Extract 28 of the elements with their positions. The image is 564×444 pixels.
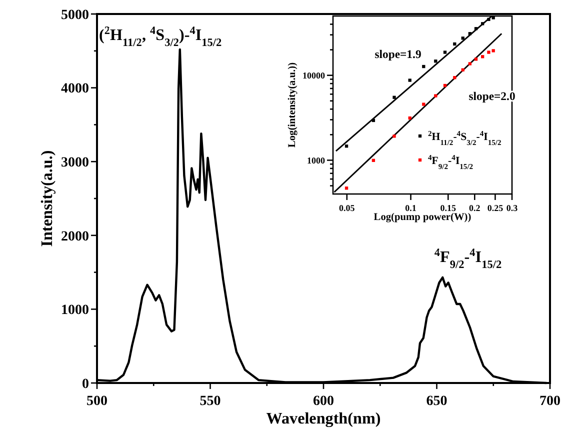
y-tick-label: 0: [82, 376, 89, 392]
x-tick-label: 0.3: [506, 203, 518, 213]
x-tick-label: 550: [200, 394, 221, 409]
y-tick-label: 1000: [61, 303, 89, 318]
x-tick-label: 600: [313, 394, 334, 409]
text: ($^{2}$H$_{11/2}$, $^{4}$S$_{3/2}$)-$^{4}$I$_{15/2}$: [99, 25, 222, 49]
x-axis-title: Wavelength(nm): [266, 410, 381, 428]
x-tick-label: 0.2: [469, 203, 481, 213]
y-tick-label: 10000: [302, 70, 326, 80]
x-tick-label: 0.15: [440, 203, 457, 213]
y-tick-label: 5000: [61, 8, 89, 23]
y-tick-label: 1000: [307, 155, 326, 166]
legend-label: $^{4}$F$_{9/2}$-$^{4}$I$_{15/2}$: [428, 152, 474, 170]
y-tick-label: 2000: [61, 229, 89, 244]
x-axis-title: Log(pump power(W)): [374, 212, 472, 224]
x-tick-label: 0.1: [405, 203, 417, 213]
y-axis-title: Intensity(a.u.): [39, 150, 56, 247]
annotation: $^{4}$F$_{9/2}$-$^{4}$I$_{15/2}$: [434, 247, 502, 271]
annotation: slope=1.9: [374, 48, 422, 61]
x-tick-label: 500: [86, 394, 108, 409]
x-tick-label: 700: [540, 394, 560, 409]
x-tick-label: 650: [426, 394, 448, 409]
y-tick-label: 4000: [61, 82, 89, 97]
x-tick-label: 0.25: [487, 203, 504, 213]
text: $^{2}$H$_{11/2}$-$^{4}$S$_{3/2}$-$^{4}$I$_{15/2}$: [428, 128, 502, 146]
x-tick-label: 0.05: [339, 203, 356, 213]
y-axis-title: Log(intensity(a.u.)): [287, 62, 298, 148]
y-tick-label: 3000: [61, 156, 89, 170]
